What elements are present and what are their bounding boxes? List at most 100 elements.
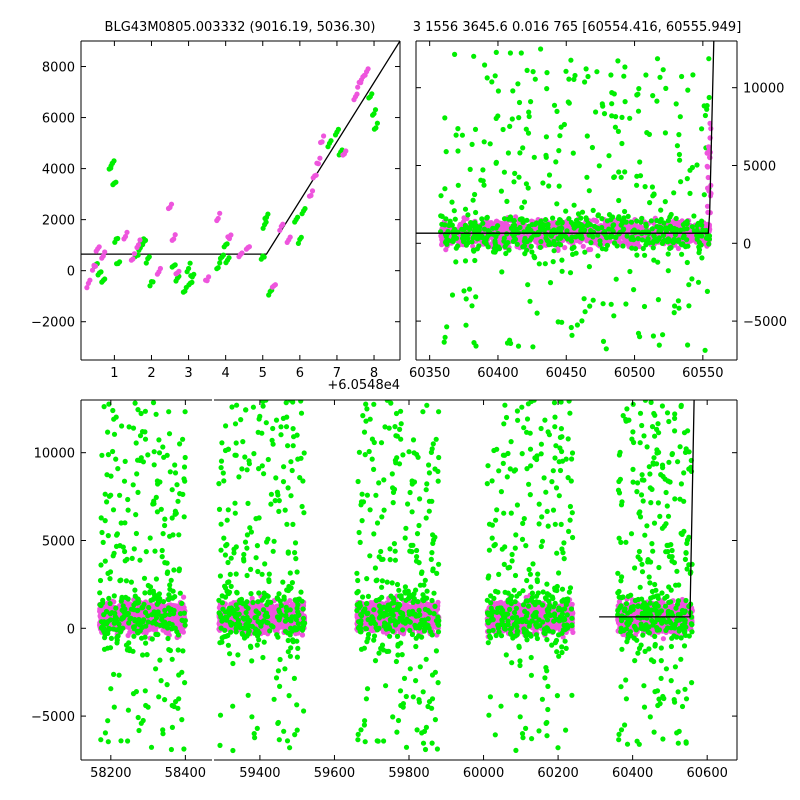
green-point (176, 568, 182, 574)
green-point (699, 255, 705, 261)
green-point (439, 213, 445, 219)
green-point (651, 257, 657, 263)
x-tick-label: 2 (147, 366, 155, 381)
green-point (130, 482, 136, 488)
green-point (453, 132, 459, 138)
green-point (452, 216, 458, 222)
green-point (564, 228, 570, 234)
green-point (441, 339, 447, 345)
green-point (157, 657, 163, 663)
green-point (514, 241, 520, 247)
data-points (416, 41, 715, 353)
green-point (504, 198, 510, 204)
green-point (628, 236, 634, 242)
axes-frame (80, 40, 401, 361)
green-point (122, 548, 128, 555)
green-point (529, 249, 535, 255)
green-point (668, 226, 674, 232)
green-point (623, 219, 629, 225)
green-point (518, 50, 524, 56)
green-point (538, 46, 544, 52)
green-point (584, 174, 590, 180)
green-point (164, 682, 170, 688)
green-point (135, 457, 141, 463)
green-point (521, 238, 528, 244)
green-point (106, 493, 112, 499)
green-point (121, 607, 127, 613)
green-point (599, 224, 605, 231)
green-point (636, 86, 642, 92)
green-point (551, 102, 558, 108)
green-point (663, 85, 669, 91)
green-point (609, 227, 615, 233)
green-point (706, 241, 712, 247)
green-point (480, 167, 486, 173)
magenta-point (84, 285, 90, 291)
green-point (302, 206, 308, 212)
green-point (508, 225, 514, 231)
green-point (471, 53, 477, 59)
green-point (589, 144, 596, 151)
green-point (447, 218, 453, 224)
green-point (641, 303, 648, 310)
green-point (637, 334, 643, 340)
green-point (530, 69, 536, 75)
green-point (704, 288, 711, 294)
green-point (650, 193, 656, 199)
green-point (642, 184, 648, 190)
green-point (113, 414, 119, 420)
green-point (501, 235, 507, 241)
green-point (177, 491, 183, 497)
green-point (623, 301, 629, 307)
green-point (490, 225, 496, 231)
green-point (643, 221, 649, 227)
green-point (261, 254, 267, 260)
green-point (108, 635, 114, 642)
green-point (572, 72, 578, 79)
green-point (637, 159, 643, 165)
green-point (451, 226, 458, 232)
green-point (601, 111, 608, 117)
green-point (556, 226, 562, 232)
green-point (600, 338, 607, 344)
green-point (660, 232, 667, 238)
green-point (467, 166, 473, 172)
magenta-point (124, 229, 130, 235)
green-point (114, 640, 120, 646)
magenta-point (176, 268, 182, 274)
green-point (668, 211, 674, 218)
green-point (654, 98, 660, 104)
green-point (647, 200, 653, 206)
magenta-point (127, 629, 133, 635)
green-point (142, 634, 148, 640)
green-point (687, 167, 693, 173)
green-point (477, 224, 483, 230)
magenta-point (707, 155, 713, 161)
green-point (111, 704, 117, 710)
green-point (118, 577, 124, 583)
green-point (481, 182, 487, 188)
magenta-point (280, 221, 286, 227)
green-point (463, 296, 469, 302)
magenta-point (309, 188, 316, 194)
green-point (372, 107, 379, 113)
green-point (123, 578, 129, 584)
magenta-point (137, 237, 143, 243)
magenta-point (171, 236, 177, 242)
green-point (164, 452, 170, 458)
green-point (694, 162, 700, 168)
green-point (158, 678, 164, 684)
green-point (153, 576, 159, 582)
green-point (684, 220, 690, 226)
green-point (125, 496, 131, 503)
green-point (620, 243, 626, 249)
green-point (706, 56, 712, 62)
green-point (122, 558, 128, 564)
green-point (608, 301, 614, 307)
green-point (500, 126, 506, 133)
green-point (451, 234, 458, 240)
x-tick-label: 60450 (546, 366, 587, 381)
green-point (621, 226, 627, 232)
green-point (543, 217, 549, 223)
green-point (127, 647, 133, 654)
